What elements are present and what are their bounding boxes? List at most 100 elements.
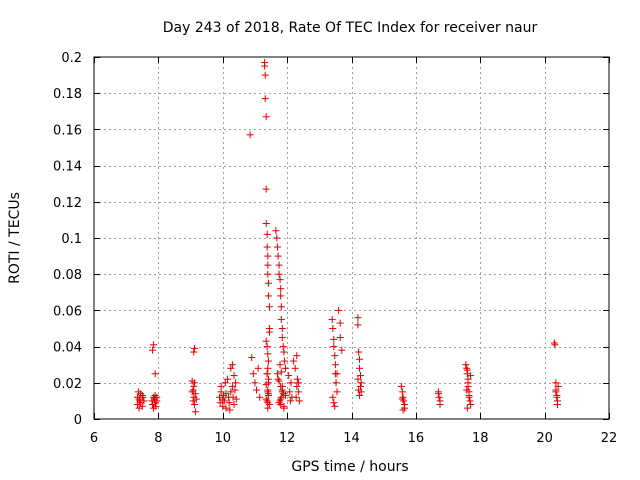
data-point (261, 71, 269, 79)
data-point (262, 185, 270, 193)
data-point (264, 399, 272, 407)
data-points (133, 58, 562, 416)
data-point (277, 315, 285, 323)
data-point (222, 390, 230, 398)
x-tick-label: 6 (90, 431, 98, 446)
data-point (231, 386, 239, 394)
data-point (336, 334, 344, 342)
grid-lines (94, 57, 609, 419)
data-point (276, 397, 284, 405)
data-point (190, 344, 198, 352)
data-point (264, 270, 272, 278)
data-point (399, 406, 407, 414)
data-point (221, 379, 229, 387)
data-point (278, 325, 286, 332)
data-point (357, 372, 365, 380)
y-axis-label: ROTI / TECUs (7, 192, 23, 284)
data-point (275, 377, 283, 385)
data-point (554, 401, 561, 409)
data-point (263, 370, 271, 378)
x-tick-label: 18 (472, 431, 489, 446)
data-point (291, 364, 299, 372)
data-point (293, 352, 301, 360)
data-point (249, 370, 257, 378)
data-point (330, 343, 338, 351)
data-point (467, 401, 475, 409)
data-point (273, 370, 281, 378)
data-point (256, 393, 264, 401)
data-point (357, 379, 365, 387)
data-point (434, 390, 442, 398)
data-point (329, 393, 337, 401)
data-point (277, 285, 285, 293)
data-point (262, 220, 270, 228)
x-tick-label: 12 (279, 431, 296, 446)
data-point (463, 404, 471, 412)
data-point (190, 382, 198, 390)
data-point (276, 361, 284, 369)
data-point (290, 357, 298, 365)
data-point (262, 337, 270, 345)
data-point (272, 227, 280, 235)
data-point (436, 401, 444, 409)
data-point (280, 348, 288, 356)
data-point (464, 379, 472, 387)
data-point (336, 319, 344, 327)
data-point (330, 335, 338, 343)
data-point (274, 252, 282, 260)
data-point (219, 402, 227, 410)
data-point (552, 388, 560, 396)
data-point (354, 314, 362, 322)
data-point (330, 399, 338, 407)
data-point (264, 279, 272, 287)
data-point (356, 355, 364, 363)
data-point (135, 395, 143, 403)
data-point (285, 372, 293, 380)
data-point (151, 391, 159, 399)
data-point (190, 379, 198, 387)
data-point (264, 388, 272, 396)
data-point (274, 375, 282, 383)
y-tick-label: 0.2 (61, 51, 82, 66)
x-axis-label: GPS time / hours (291, 459, 408, 475)
data-point (331, 352, 339, 360)
data-point (331, 361, 339, 369)
data-point (135, 404, 143, 412)
data-point (277, 292, 285, 300)
data-point (191, 408, 199, 416)
data-point (253, 386, 261, 394)
data-point (263, 230, 271, 238)
data-point (151, 370, 159, 378)
data-point (225, 399, 233, 407)
data-point (466, 397, 474, 405)
data-point (295, 397, 303, 405)
data-point (153, 397, 161, 405)
data-point (192, 395, 200, 403)
data-point (220, 397, 228, 405)
data-point (282, 364, 290, 372)
data-point (263, 243, 271, 251)
data-point (264, 379, 272, 387)
y-tick-label: 0.14 (53, 160, 82, 175)
data-point (137, 390, 145, 398)
data-point (276, 276, 284, 284)
data-point (332, 379, 340, 387)
data-point (294, 388, 302, 396)
y-tick-labels: 0 0.02 0.04 0.06 0.08 0.1 0.12 0.14 0.16 0.18 0.2 (53, 51, 82, 428)
data-point (463, 364, 471, 372)
data-point (355, 348, 363, 356)
data-point (251, 379, 259, 387)
data-point (278, 382, 286, 390)
data-point (552, 379, 560, 387)
data-point (275, 270, 283, 278)
y-tick-label: 0.16 (53, 123, 82, 138)
data-point (293, 375, 301, 383)
axis-ticks (94, 57, 610, 420)
y-tick-label: 0 (74, 413, 82, 428)
data-point (261, 62, 269, 70)
data-point (265, 401, 273, 409)
data-point (190, 348, 198, 356)
data-point (188, 388, 196, 396)
data-point (465, 391, 473, 399)
data-point (227, 388, 235, 396)
